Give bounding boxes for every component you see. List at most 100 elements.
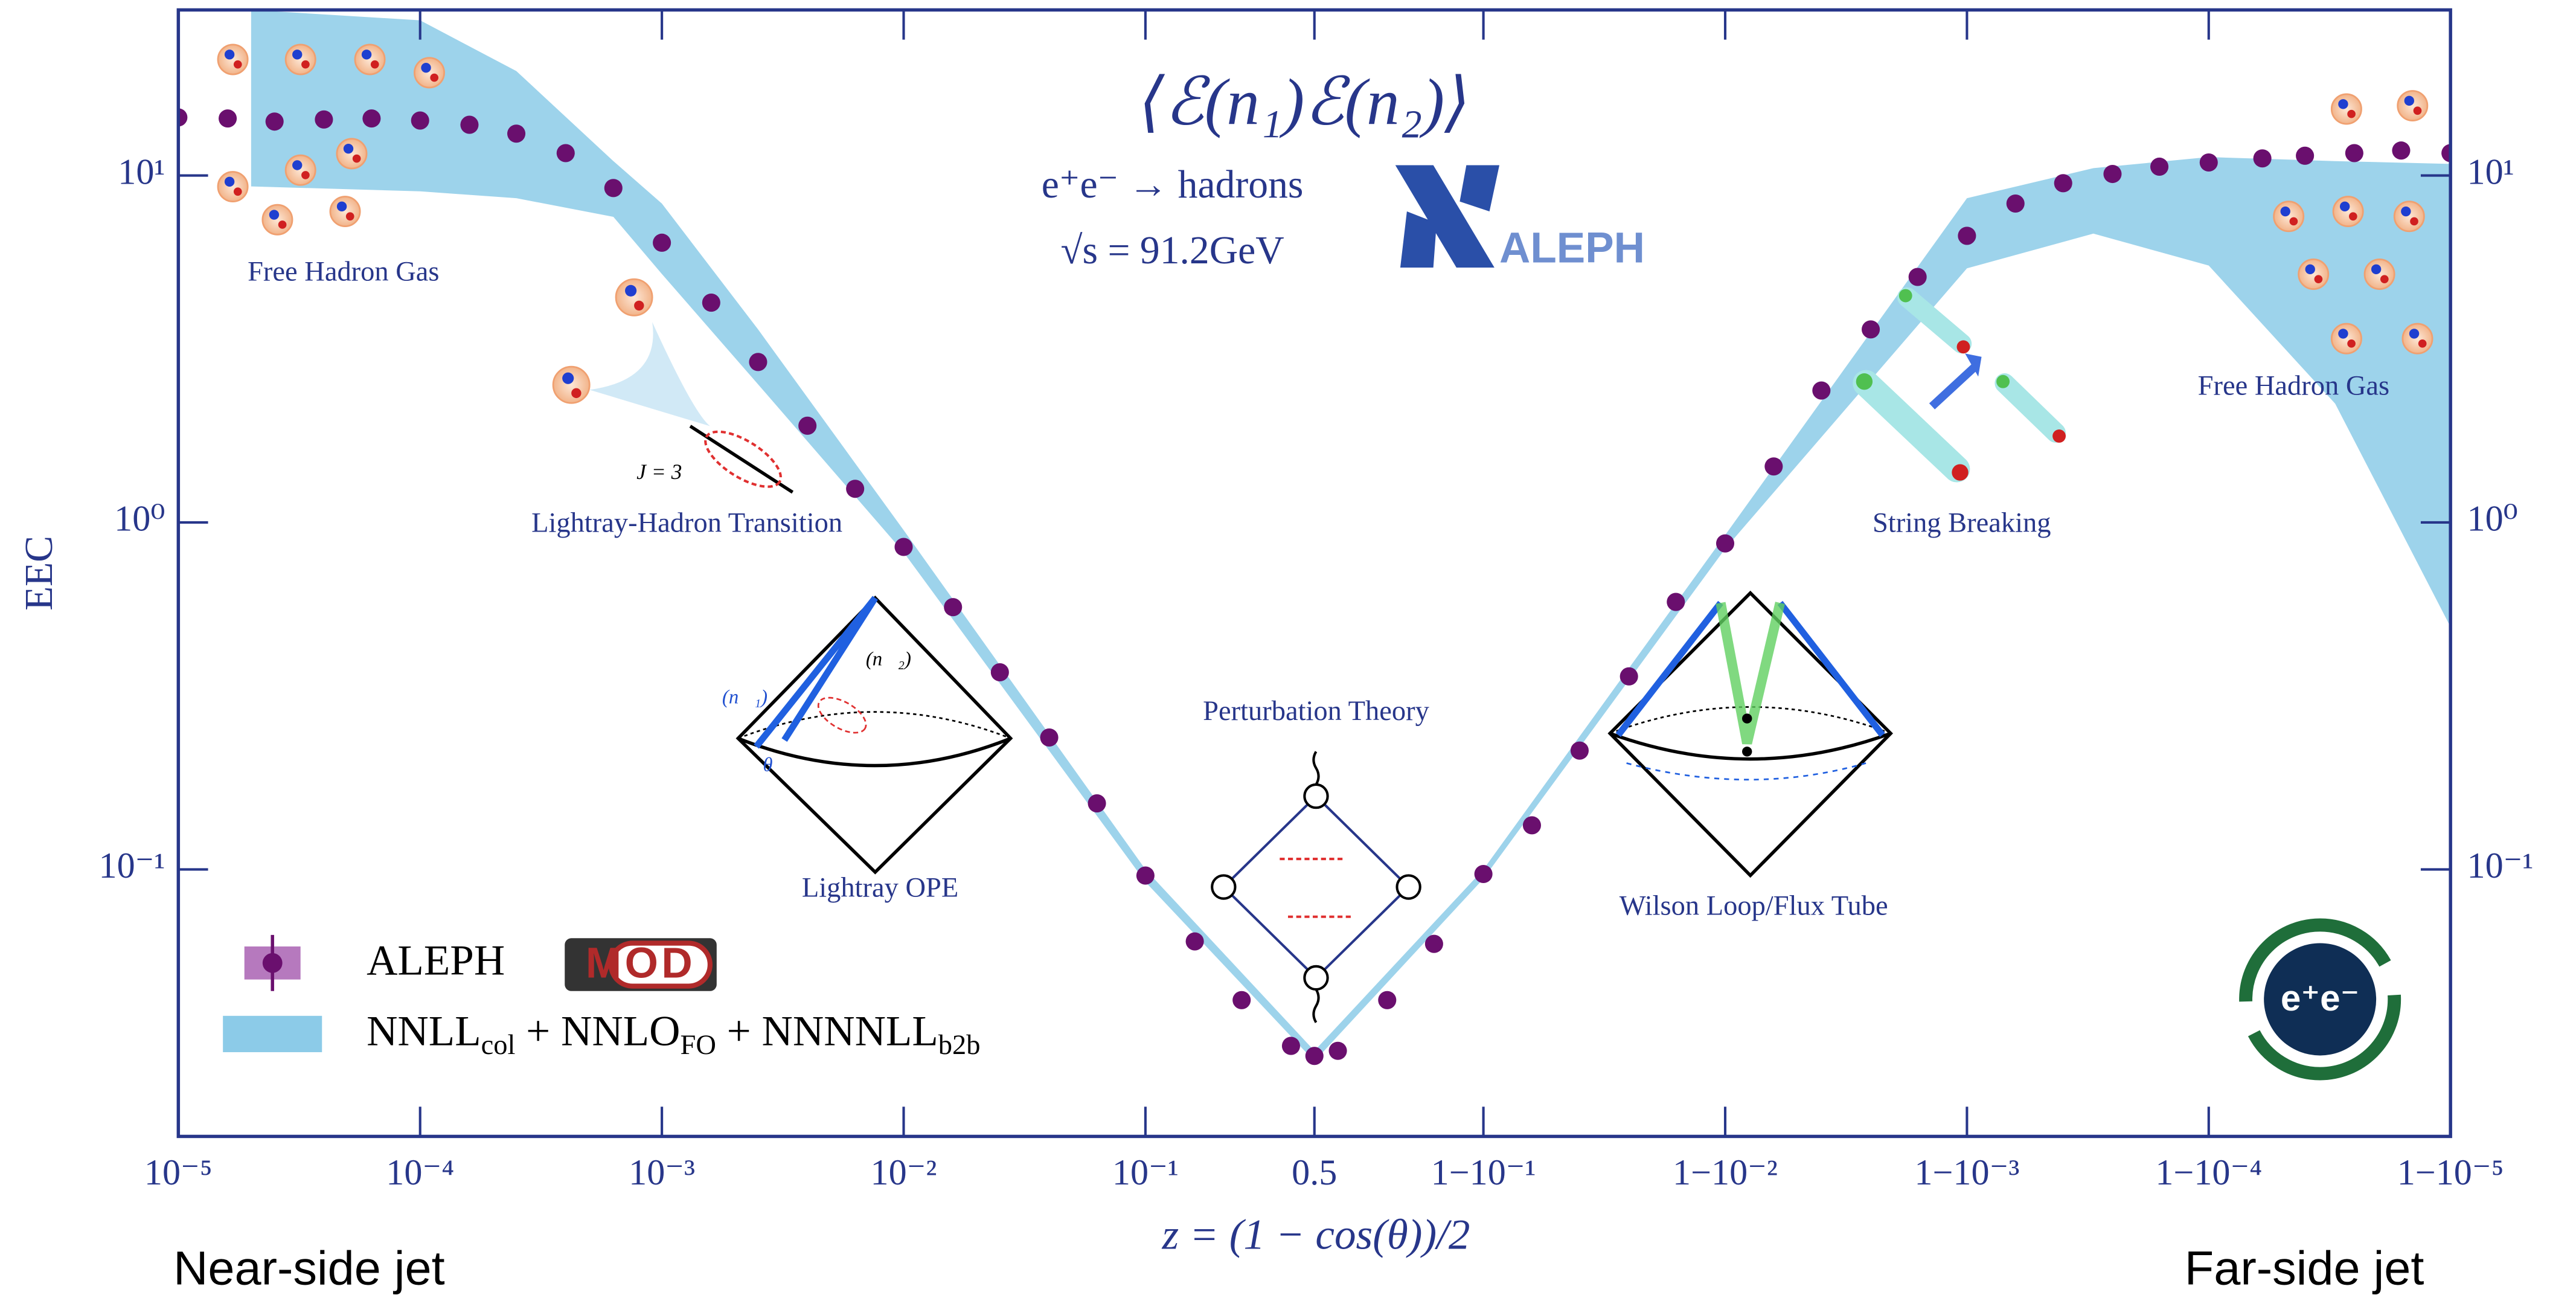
y-tick-label: 10¹ — [2467, 152, 2514, 192]
legend-label: ALEPH — [367, 937, 505, 984]
data-point — [1716, 534, 1735, 553]
data-point — [1281, 1036, 1300, 1055]
annotation: Free Hadron Gas — [248, 257, 439, 288]
x-tick-label: 0.5 — [1292, 1152, 1337, 1193]
legend-label-part: FO — [681, 1029, 716, 1060]
x-tick-label: 1−10⁻² — [1673, 1152, 1778, 1193]
x-tick-label: 1−10⁻¹ — [1431, 1152, 1536, 1193]
feynman-diagram — [1211, 751, 1421, 1023]
annotation: J = 3 — [636, 460, 682, 484]
data-point — [798, 416, 817, 435]
data-point — [1958, 227, 1976, 245]
theory-band — [251, 10, 2451, 1061]
data-point — [944, 598, 963, 617]
data-point — [702, 294, 720, 312]
legend-label-part: NNLL — [367, 1008, 481, 1055]
hadron-icons — [217, 43, 2433, 494]
side-label: Far-side jet — [2185, 1241, 2424, 1295]
data-point — [315, 110, 333, 129]
legend-label-part: col — [481, 1029, 516, 1060]
data-point — [749, 353, 767, 371]
x-tick-label: 10⁻⁴ — [386, 1152, 454, 1193]
data-point — [2345, 144, 2363, 162]
y-tick-label: 10¹ — [118, 152, 165, 192]
data-point — [2006, 194, 2025, 213]
data-point — [219, 109, 237, 128]
x-tick-label: 1−10⁻³ — [1914, 1152, 2019, 1193]
data-point — [178, 108, 188, 127]
data-point — [1088, 794, 1106, 813]
data-point — [1328, 1041, 1347, 1060]
mod-logo — [608, 940, 713, 989]
aleph-logo: ALEPH — [1395, 165, 1645, 272]
data-point — [1522, 816, 1541, 835]
logo-text: MOD — [586, 940, 696, 988]
data-point — [362, 109, 381, 128]
data-point — [990, 663, 1009, 682]
legend-label-part: + NNLO — [515, 1008, 680, 1055]
x-tick-label: 10⁻⁵ — [144, 1152, 213, 1193]
annotation: String Breaking — [1873, 507, 2051, 538]
data-point — [2150, 157, 2169, 176]
data-point — [2199, 153, 2218, 172]
data-point — [1667, 593, 1685, 611]
annotation: Wilson Loop/Flux Tube — [1620, 891, 1888, 922]
data-point — [1136, 866, 1155, 885]
wilson-loop-diagram — [1607, 590, 1893, 878]
y-axis-label: EEC — [18, 536, 61, 611]
ee-logo: e⁺e⁻ — [2239, 918, 2401, 1081]
string-breaking-icon — [1853, 287, 2066, 483]
data-point — [2441, 144, 2451, 162]
data-point — [411, 111, 429, 130]
data-point — [1185, 932, 1204, 951]
legend-label: NNLLcol + NNLOFO + NNNNLLb2b — [367, 1008, 980, 1061]
logo-text: e⁺e⁻ — [2281, 978, 2359, 1018]
data-point — [1570, 741, 1589, 760]
annotation: Lightray OPE — [802, 873, 958, 904]
lightray-ope-diagram — [735, 596, 1013, 875]
annotation: ℰ(n⃗₁) — [706, 686, 767, 708]
data-point — [604, 179, 623, 198]
data-point — [894, 538, 913, 556]
x-axis-label: z = (1 − cos(θ))/2 — [1162, 1211, 1470, 1258]
legend-swatch — [262, 953, 283, 973]
x-tick-label: 10⁻¹ — [1112, 1152, 1179, 1193]
side-label: Near-side jet — [173, 1241, 445, 1295]
data-point — [2296, 146, 2315, 165]
data-point — [2392, 141, 2411, 160]
data-point — [1305, 1047, 1324, 1065]
data-point — [1862, 320, 1880, 339]
plot-area — [178, 10, 2451, 1065]
data-point — [1812, 381, 1831, 400]
annotation: θ — [763, 754, 772, 776]
x-tick-label: 1−10⁻⁴ — [2155, 1152, 2262, 1193]
y-tick-label: 10⁻¹ — [2467, 846, 2534, 886]
data-point — [1040, 728, 1059, 747]
data-point — [556, 144, 575, 162]
data-point — [2103, 164, 2122, 184]
chart-title: ⟨ℰ(n₁)ℰ(n₂)⟩ — [1139, 66, 1470, 139]
annotation: Lightray-Hadron Transition — [531, 507, 842, 538]
logo-text: ALEPH — [1499, 224, 1645, 272]
legend-label-part: + NNNNLL — [716, 1008, 938, 1055]
data-point — [846, 480, 865, 498]
data-point — [1620, 667, 1638, 686]
data-point — [1908, 268, 1927, 286]
subtitle: √s = 91.2GeV — [1061, 229, 1284, 272]
data-point — [653, 233, 671, 252]
x-tick-label: 1−10⁻⁵ — [2397, 1152, 2504, 1193]
annotation: Perturbation Theory — [1203, 696, 1429, 727]
data-point — [2253, 149, 2272, 168]
legend-label-part: b2b — [938, 1029, 981, 1060]
legend: ALEPH MOD NNLLcol + NNLOFO + NNNNLLb2b — [223, 934, 980, 1061]
x-tick-label: 10⁻³ — [629, 1152, 695, 1193]
annotation: ℰ(n⃗₂) — [850, 648, 911, 670]
y-tick-label: 10⁰ — [2467, 499, 2518, 539]
data-point — [1378, 991, 1397, 1009]
y-tick-label: 10⁰ — [114, 499, 165, 539]
data-point — [265, 112, 284, 131]
data-point — [460, 115, 479, 134]
legend-swatch — [223, 1015, 322, 1052]
